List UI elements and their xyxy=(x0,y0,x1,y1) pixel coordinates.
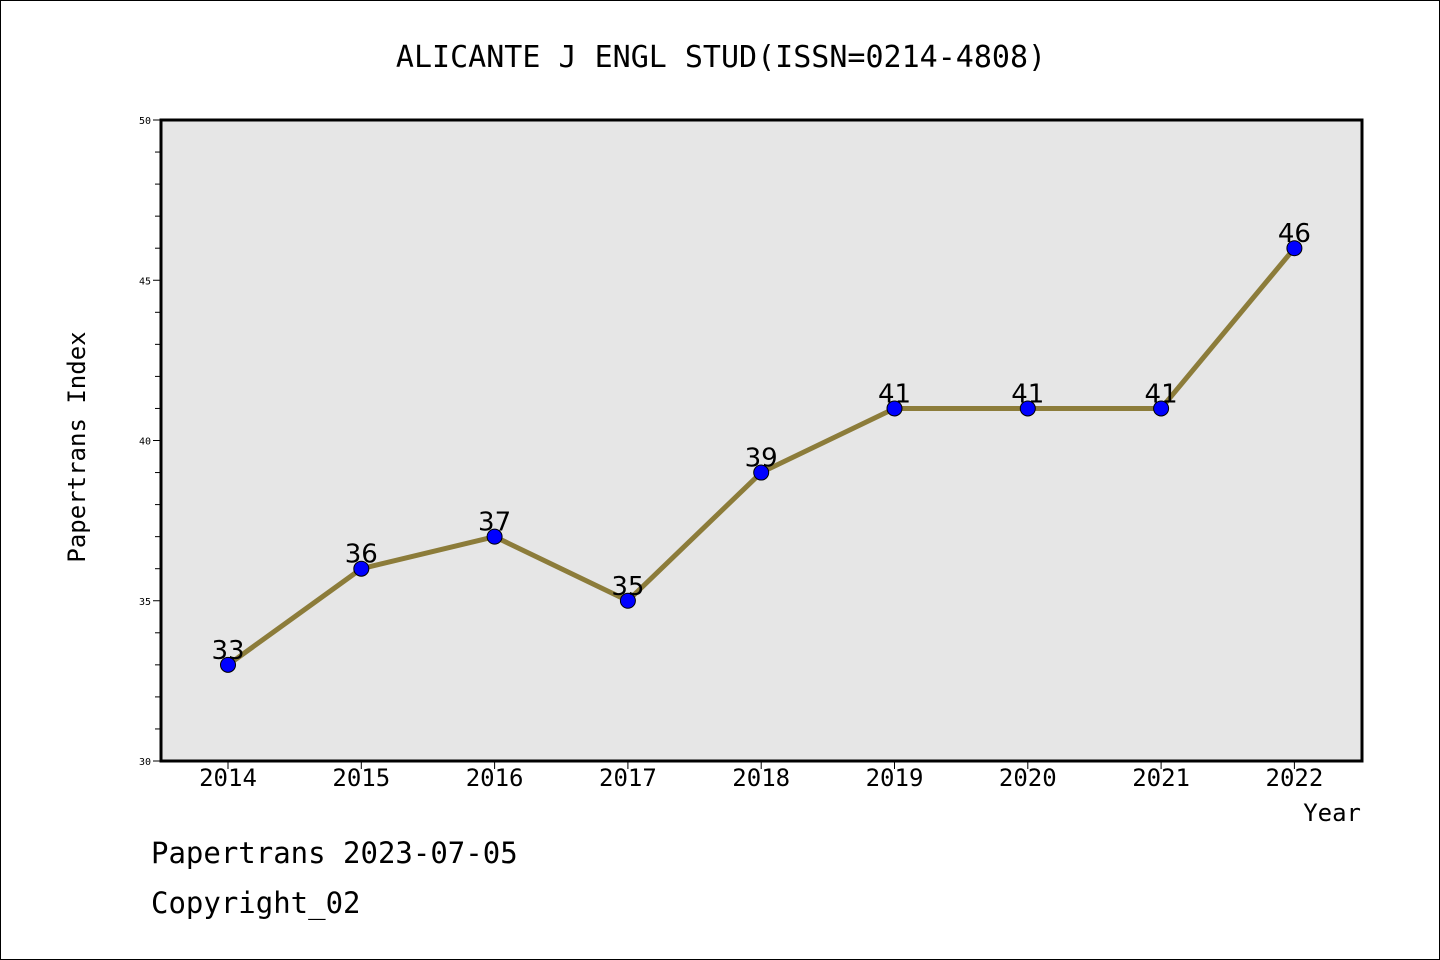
data-label: 41 xyxy=(1145,379,1178,409)
data-point xyxy=(1019,400,1036,417)
data-label: 35 xyxy=(611,572,644,602)
data-label: 41 xyxy=(1011,379,1044,409)
y-tick-label: 35 xyxy=(139,597,151,608)
x-tick-label: 2017 xyxy=(599,764,657,792)
y-axis-label: Papertrans Index xyxy=(63,331,91,562)
y-tick-label: 40 xyxy=(139,437,151,448)
x-tick-label: 2018 xyxy=(732,764,790,792)
x-tick-label: 2020 xyxy=(999,764,1057,792)
data-label: 33 xyxy=(211,636,244,666)
data-label: 41 xyxy=(878,379,911,409)
x-tick-label: 2016 xyxy=(466,764,524,792)
data-point xyxy=(619,592,636,609)
series-layer: 33 36 37 35 39 41 41 41 46 xyxy=(211,219,1311,673)
x-axis-label: Year xyxy=(1303,799,1361,827)
data-point xyxy=(753,464,770,481)
data-label: 36 xyxy=(345,540,378,570)
data-point xyxy=(1153,400,1170,417)
y-tick-label: 30 xyxy=(139,757,151,768)
data-point xyxy=(886,400,903,417)
data-point xyxy=(1286,240,1303,257)
footer-copyright: Copyright_02 xyxy=(151,886,361,920)
x-tick-label: 2015 xyxy=(332,764,390,792)
data-label: 39 xyxy=(745,444,778,474)
footer-date: Papertrans 2023-07-05 xyxy=(151,836,518,870)
data-point xyxy=(220,656,236,673)
data-point xyxy=(486,528,503,545)
axis-layer: 30 35 40 45 50 2014 2015 2016 2017 2018 2019 2020 20… xyxy=(139,116,1323,792)
x-tick-label: 2022 xyxy=(1266,764,1324,792)
data-label: 37 xyxy=(478,508,511,538)
plot-area xyxy=(159,118,1364,763)
x-tick-label: 2021 xyxy=(1132,764,1190,792)
data-label: 46 xyxy=(1278,219,1311,249)
x-tick-label: 2014 xyxy=(199,764,257,792)
x-tick-label: 2019 xyxy=(866,764,924,792)
chart-title: ALICANTE J ENGL STUD(ISSN=0214-4808) xyxy=(396,40,1046,75)
data-point xyxy=(353,560,370,577)
y-tick-label: 45 xyxy=(139,276,151,287)
y-tick-label: 50 xyxy=(139,116,151,127)
